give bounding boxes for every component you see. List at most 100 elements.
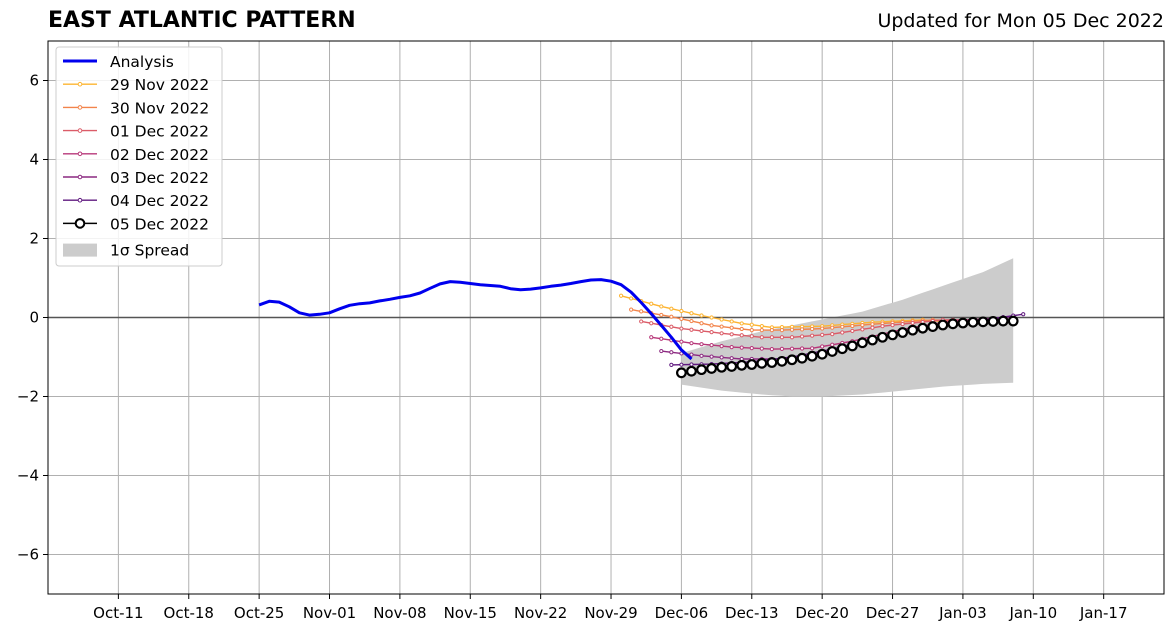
forecast-point bbox=[709, 323, 714, 328]
forecast-point bbox=[679, 362, 684, 367]
forecast-point bbox=[669, 362, 674, 367]
forecast-point bbox=[669, 350, 674, 355]
legend-label: 30 Nov 2022 bbox=[110, 99, 209, 117]
forecast-point bbox=[870, 322, 875, 327]
forecast-point bbox=[860, 322, 865, 328]
current-forecast-point bbox=[776, 355, 788, 367]
current-forecast-point bbox=[706, 363, 717, 374]
forecast-point bbox=[749, 334, 754, 339]
updated-date: Updated for Mon 05 Dec 2022 bbox=[877, 10, 1164, 32]
current-forecast-point bbox=[967, 316, 979, 328]
forecast-point bbox=[820, 332, 825, 337]
forecast-point bbox=[719, 331, 724, 336]
forecast-point bbox=[659, 312, 664, 318]
forecast-point bbox=[639, 319, 644, 324]
forecast-point bbox=[669, 306, 674, 311]
forecast-point bbox=[679, 339, 684, 344]
legend-marker bbox=[77, 174, 83, 180]
forecast-point bbox=[699, 313, 704, 318]
forecast-point bbox=[669, 314, 674, 319]
forecast-point bbox=[618, 293, 624, 298]
current-forecast-point bbox=[756, 357, 768, 369]
legend-label: Analysis bbox=[110, 53, 174, 71]
forecast-point bbox=[830, 342, 835, 347]
forecast-point bbox=[910, 320, 915, 326]
x-tick-label: Dec-13 bbox=[725, 604, 779, 622]
forecast-point bbox=[799, 346, 805, 351]
forecast-point bbox=[799, 327, 805, 332]
series bbox=[258, 278, 1026, 379]
plot-frame bbox=[47, 40, 1165, 595]
forecast-point bbox=[810, 326, 815, 332]
current-forecast-point bbox=[947, 318, 959, 330]
x-tick-label: Nov-29 bbox=[584, 604, 637, 622]
forecast-point bbox=[649, 301, 654, 306]
forecast-point bbox=[679, 308, 684, 314]
current-forecast-point bbox=[856, 337, 868, 349]
y-tick-label: 0 bbox=[29, 309, 39, 327]
legend-entry: 02 Dec 2022 bbox=[63, 146, 209, 164]
forecast-point bbox=[769, 328, 774, 333]
forecast-point bbox=[639, 309, 644, 314]
analysis-line bbox=[258, 278, 693, 361]
forecast-point bbox=[689, 318, 694, 324]
legend-marker bbox=[77, 105, 83, 110]
legend-entry: 1σ Spread bbox=[63, 242, 189, 260]
legend-marker bbox=[77, 151, 83, 157]
forecast-point bbox=[890, 323, 895, 328]
forecast-point bbox=[1021, 312, 1026, 317]
forecast-point bbox=[739, 333, 744, 338]
forecast-point bbox=[689, 352, 694, 357]
current-forecast-point bbox=[836, 343, 848, 355]
current-forecast-point bbox=[987, 316, 999, 327]
current-forecast-point bbox=[977, 316, 989, 328]
y-tick-label: 6 bbox=[29, 72, 39, 90]
legend-label: 29 Nov 2022 bbox=[110, 76, 209, 94]
forecast-point bbox=[759, 335, 764, 340]
x-tick-label: Jan-10 bbox=[1008, 604, 1057, 622]
current-forecast-point bbox=[867, 334, 878, 346]
forecast-point bbox=[739, 321, 744, 326]
legend-entry: 05 Dec 2022 bbox=[63, 215, 209, 233]
forecast-point bbox=[810, 346, 815, 351]
forecast-point bbox=[850, 323, 855, 329]
legend-box bbox=[55, 46, 223, 267]
chart-title: EAST ATLANTIC PATTERN bbox=[48, 8, 356, 33]
forecast-point bbox=[679, 316, 684, 321]
forecast-point bbox=[739, 345, 744, 350]
forecast-point bbox=[709, 343, 714, 348]
legend-marker bbox=[77, 81, 83, 87]
forecast-point bbox=[830, 331, 835, 337]
current-forecast-point bbox=[676, 367, 687, 379]
x-tick-label: Jan-03 bbox=[938, 604, 987, 622]
current-forecast-point bbox=[746, 359, 758, 370]
forecast-point bbox=[729, 332, 734, 337]
forecast-point bbox=[749, 328, 754, 333]
forecast-point bbox=[679, 326, 684, 331]
forecast-point bbox=[759, 346, 764, 351]
x-tick-label: Oct-25 bbox=[234, 604, 284, 622]
y-tick-label: −4 bbox=[17, 467, 39, 485]
forecast-point bbox=[689, 311, 694, 316]
axis-ticks: Oct-11 Oct-18 Oct-25 Nov-01 Nov-08 Nov-15 Nov-… bbox=[17, 72, 1128, 623]
forecast-point bbox=[649, 335, 654, 340]
forecast-point bbox=[649, 321, 654, 326]
forecast-point bbox=[709, 315, 714, 320]
current-forecast-point bbox=[686, 365, 697, 377]
forecast-point bbox=[719, 324, 724, 329]
forecast-point bbox=[629, 296, 634, 301]
forecast-point bbox=[789, 335, 795, 340]
x-tick-label: Oct-11 bbox=[93, 604, 143, 622]
forecast-point bbox=[779, 346, 785, 352]
forecast-point bbox=[659, 304, 664, 309]
x-tick-label: Dec-06 bbox=[655, 604, 709, 622]
legend-entry: 04 Dec 2022 bbox=[63, 192, 209, 210]
forecast-point bbox=[779, 328, 785, 333]
forecast-point bbox=[779, 335, 785, 340]
legend-label: 1σ Spread bbox=[110, 242, 189, 260]
current-forecast-point bbox=[816, 348, 828, 360]
current-forecast-point bbox=[696, 364, 707, 376]
current-forecast-point bbox=[907, 324, 919, 336]
current-forecast-point bbox=[726, 361, 738, 372]
